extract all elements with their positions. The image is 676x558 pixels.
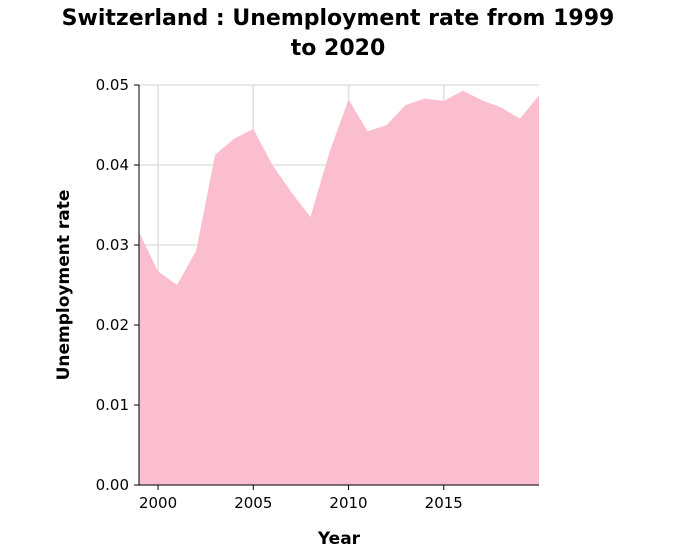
x-tick-label: 2010 bbox=[329, 494, 367, 512]
x-tick-label: 2015 bbox=[425, 494, 463, 512]
y-tick-label: 0.04 bbox=[96, 156, 129, 174]
y-tick-label: 0.01 bbox=[96, 396, 129, 414]
y-tick-label: 0.02 bbox=[96, 316, 129, 334]
y-axis-label: Unemployment rate bbox=[54, 190, 74, 381]
x-axis-label: Year bbox=[317, 529, 361, 549]
chart-title: Switzerland : Unemployment rate from 199… bbox=[0, 4, 676, 64]
chart-title-line-1: Switzerland : Unemployment rate from 199… bbox=[61, 6, 615, 31]
chart-title-line-2: to 2020 bbox=[290, 36, 386, 61]
x-tick-label: 2000 bbox=[139, 494, 177, 512]
x-tick-label: 2005 bbox=[234, 494, 272, 512]
y-tick-label: 0.05 bbox=[96, 76, 129, 94]
y-tick-label: 0.00 bbox=[96, 476, 129, 494]
unemployment-rate-area bbox=[139, 90, 539, 485]
y-tick-labels: 0.00 0.01 0.02 0.03 0.04 0.05 bbox=[96, 76, 129, 494]
x-tick-labels: 2000 2005 2010 2015 bbox=[139, 494, 463, 512]
axes bbox=[134, 84, 539, 490]
area-series-layer bbox=[139, 90, 539, 485]
y-tick-label: 0.03 bbox=[96, 236, 129, 254]
